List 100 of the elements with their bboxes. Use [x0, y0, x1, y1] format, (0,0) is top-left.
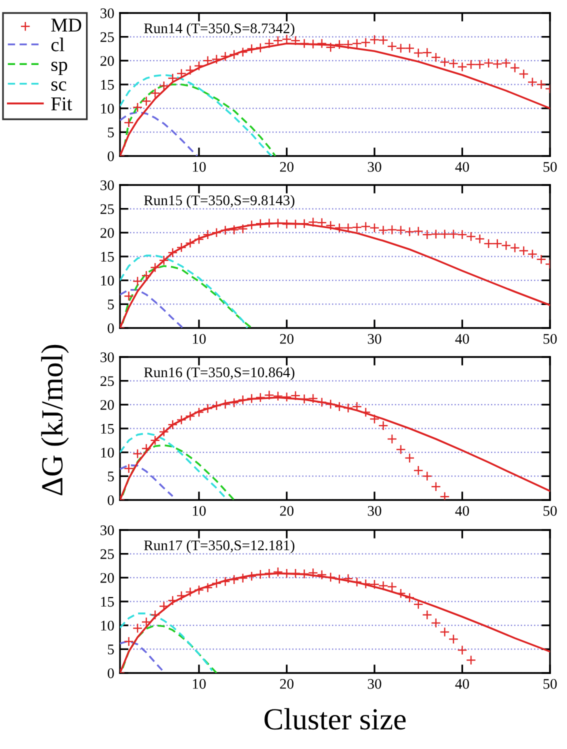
point [246, 44, 257, 54]
point [343, 222, 354, 233]
y-tick-label: 30 [100, 525, 114, 536]
x-tick-label: 50 [544, 678, 557, 689]
y-tick-label: 20 [100, 56, 114, 66]
y-tick-label: 15 [101, 80, 114, 90]
point [238, 394, 248, 405]
line-series [120, 432, 226, 499]
point [396, 43, 406, 54]
y-tick-label: 15 [101, 424, 114, 434]
point [290, 219, 301, 230]
point [194, 234, 204, 244]
point [185, 586, 196, 597]
y-tick-label: 10 [101, 104, 114, 114]
line-series [123, 84, 276, 156]
point [141, 96, 152, 106]
point [369, 579, 380, 590]
point [255, 392, 266, 403]
point [457, 645, 468, 656]
point [413, 599, 424, 610]
point [238, 224, 248, 234]
point [282, 392, 292, 402]
point [387, 224, 398, 235]
legend-label: MD [51, 18, 82, 32]
point [202, 230, 213, 240]
line-series [120, 111, 198, 156]
point [510, 62, 520, 73]
point [194, 407, 204, 418]
y-tick-label: 25 [100, 549, 114, 560]
y-tick-label: 20 [100, 228, 114, 238]
point [316, 397, 327, 408]
point [272, 391, 283, 402]
y-tick-label: 10 [101, 448, 114, 458]
point [158, 426, 169, 437]
point [124, 464, 134, 474]
point [387, 434, 398, 444]
y-tick-label: 20 [100, 400, 114, 410]
y-tick-label: 20 [100, 573, 114, 583]
point [334, 222, 344, 233]
point [343, 402, 354, 414]
point [308, 217, 318, 228]
x-tick-label: 10 [192, 678, 206, 689]
x-tick-label: 20 [280, 334, 294, 344]
point [501, 240, 512, 251]
point [168, 596, 178, 606]
point [326, 572, 336, 582]
point [255, 218, 266, 229]
y-tick-label: 30 [100, 352, 114, 362]
point [369, 414, 380, 424]
point [194, 60, 204, 71]
point [448, 229, 458, 240]
point [176, 414, 186, 425]
point [299, 568, 310, 579]
line-series [120, 288, 184, 328]
point [440, 229, 450, 240]
point [299, 394, 310, 404]
point [404, 226, 415, 237]
point [290, 390, 301, 401]
point [150, 435, 160, 446]
point [510, 242, 520, 253]
point [492, 58, 502, 70]
x-tick-label: 50 [544, 334, 557, 344]
point [501, 58, 512, 68]
point [326, 399, 336, 410]
y-tick-label: 5 [108, 128, 114, 138]
point [430, 229, 441, 240]
point [141, 616, 152, 628]
point [343, 574, 354, 584]
x-tick-label: 10 [192, 334, 206, 344]
point [202, 403, 213, 414]
point [352, 402, 362, 412]
point [396, 444, 406, 454]
y-tick-label: 15 [101, 596, 114, 607]
point [308, 393, 318, 404]
point [299, 218, 310, 229]
legend-label: sp [51, 62, 68, 76]
x-tick-label: 30 [368, 506, 382, 516]
y-tick-label: 30 [100, 8, 114, 18]
y-tick-label: 25 [100, 204, 114, 214]
x-axis-title: Cluster size [264, 708, 406, 730]
point [396, 588, 406, 598]
line-series [120, 612, 214, 672]
point [255, 42, 266, 53]
x-tick-label: 50 [544, 506, 557, 516]
x-tick-label: 10 [192, 162, 206, 172]
point [413, 226, 424, 236]
point [212, 228, 222, 238]
point [466, 231, 476, 242]
point [466, 59, 476, 70]
annotation: Run17 (T=350,S=12.181) [144, 540, 294, 554]
point [369, 34, 380, 45]
point [536, 79, 546, 90]
y-tick-label: 0 [108, 323, 114, 334]
point [448, 634, 458, 644]
x-tick-label: 30 [368, 334, 382, 344]
point [158, 255, 169, 266]
point [413, 48, 424, 58]
point [158, 80, 169, 91]
point [396, 225, 406, 236]
legend-label: sc [51, 81, 66, 91]
